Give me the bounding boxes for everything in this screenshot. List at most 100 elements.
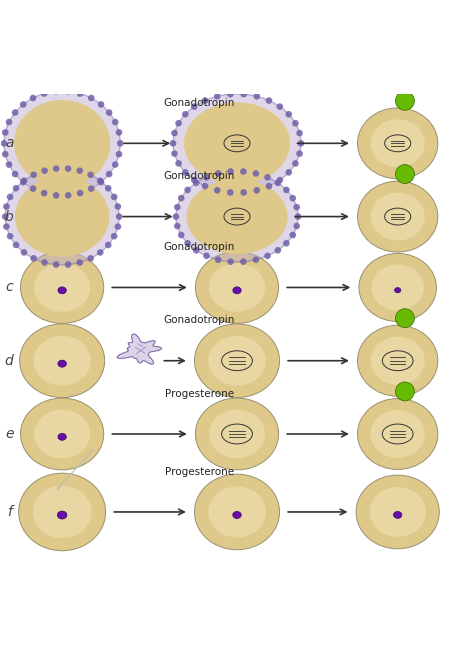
Circle shape — [97, 249, 103, 255]
Ellipse shape — [393, 512, 402, 518]
Circle shape — [76, 168, 83, 174]
Circle shape — [116, 129, 122, 136]
Ellipse shape — [357, 325, 438, 396]
Circle shape — [13, 185, 19, 191]
Circle shape — [296, 130, 303, 137]
Circle shape — [228, 168, 234, 175]
Ellipse shape — [58, 360, 66, 367]
Circle shape — [111, 233, 118, 240]
Ellipse shape — [34, 263, 90, 312]
Circle shape — [21, 178, 27, 184]
Circle shape — [3, 203, 10, 210]
Circle shape — [30, 94, 36, 102]
Circle shape — [214, 93, 220, 100]
Ellipse shape — [233, 512, 241, 519]
Circle shape — [191, 104, 198, 110]
Circle shape — [30, 255, 37, 261]
Ellipse shape — [203, 191, 271, 242]
Ellipse shape — [185, 103, 289, 183]
Circle shape — [215, 256, 221, 263]
Circle shape — [296, 150, 303, 157]
Circle shape — [106, 171, 112, 178]
Text: f: f — [7, 505, 12, 519]
Circle shape — [105, 242, 111, 248]
Circle shape — [203, 174, 210, 181]
Circle shape — [88, 185, 94, 192]
Ellipse shape — [30, 115, 94, 172]
Circle shape — [174, 222, 181, 229]
Ellipse shape — [195, 251, 279, 323]
Circle shape — [117, 140, 124, 147]
Ellipse shape — [31, 190, 93, 243]
Circle shape — [184, 187, 191, 193]
Circle shape — [295, 213, 301, 220]
Circle shape — [87, 172, 94, 178]
Ellipse shape — [4, 91, 120, 195]
Circle shape — [265, 183, 272, 189]
Circle shape — [285, 169, 292, 176]
Circle shape — [227, 189, 234, 196]
Ellipse shape — [233, 287, 241, 294]
Circle shape — [264, 253, 271, 259]
Circle shape — [202, 97, 209, 104]
Ellipse shape — [19, 324, 105, 397]
Circle shape — [193, 247, 200, 253]
Circle shape — [214, 187, 220, 193]
Circle shape — [41, 90, 47, 97]
Circle shape — [274, 180, 281, 186]
Circle shape — [6, 119, 12, 125]
Ellipse shape — [58, 434, 66, 440]
Circle shape — [193, 180, 200, 186]
Text: Gonadotropin: Gonadotropin — [164, 242, 235, 252]
Ellipse shape — [194, 474, 280, 550]
Circle shape — [65, 165, 72, 172]
Circle shape — [111, 193, 118, 200]
Ellipse shape — [34, 410, 90, 458]
Circle shape — [265, 97, 272, 104]
Text: c: c — [5, 280, 13, 294]
Circle shape — [395, 164, 414, 183]
Ellipse shape — [173, 94, 301, 193]
Ellipse shape — [359, 253, 437, 321]
Circle shape — [240, 168, 246, 175]
Ellipse shape — [15, 177, 109, 257]
Circle shape — [41, 259, 48, 266]
Text: Gonadotropin: Gonadotropin — [164, 171, 235, 181]
Circle shape — [170, 140, 176, 147]
Circle shape — [254, 187, 260, 193]
Text: Gonadotropin: Gonadotropin — [164, 315, 235, 325]
Circle shape — [175, 120, 182, 127]
Circle shape — [12, 171, 18, 178]
Circle shape — [41, 190, 47, 197]
Circle shape — [53, 165, 60, 172]
Circle shape — [105, 185, 111, 191]
Circle shape — [227, 91, 234, 98]
Ellipse shape — [187, 180, 287, 253]
Circle shape — [7, 193, 13, 200]
Ellipse shape — [371, 193, 425, 240]
Circle shape — [2, 213, 9, 220]
Circle shape — [115, 203, 121, 210]
Circle shape — [283, 187, 290, 193]
Circle shape — [53, 88, 59, 94]
Ellipse shape — [5, 168, 119, 265]
Circle shape — [182, 169, 189, 176]
Circle shape — [228, 258, 234, 265]
Text: b: b — [5, 210, 14, 224]
Circle shape — [12, 110, 18, 116]
Ellipse shape — [357, 108, 438, 179]
Ellipse shape — [209, 410, 265, 458]
Circle shape — [65, 261, 72, 268]
Ellipse shape — [16, 178, 109, 256]
Ellipse shape — [195, 398, 279, 470]
Circle shape — [0, 140, 7, 147]
Circle shape — [77, 190, 83, 197]
Circle shape — [21, 249, 27, 255]
Circle shape — [98, 101, 104, 108]
Ellipse shape — [14, 100, 110, 187]
Circle shape — [174, 204, 181, 211]
Circle shape — [98, 179, 104, 185]
Circle shape — [293, 204, 300, 211]
Circle shape — [97, 178, 103, 184]
Ellipse shape — [57, 511, 67, 519]
